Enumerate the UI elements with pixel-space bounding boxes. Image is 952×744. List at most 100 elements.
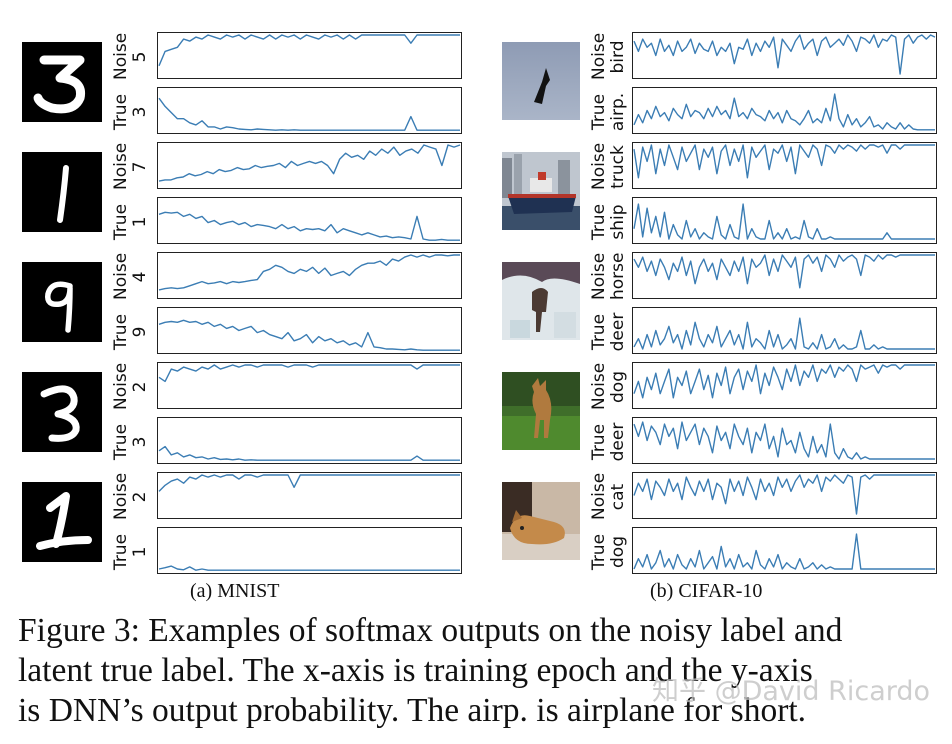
- softmax-plot: [632, 472, 937, 519]
- row-label-class: truck: [608, 145, 628, 189]
- softmax-plot: [632, 197, 937, 244]
- probability-line: [633, 317, 935, 350]
- cifar-deer-grass-image: [502, 372, 580, 450]
- softmax-plot: [157, 252, 462, 299]
- caption-line: latent true label. The x-axis is trainin…: [18, 652, 813, 689]
- softmax-plot-svg: [633, 34, 936, 75]
- softmax-plot: [157, 142, 462, 189]
- row-label-class: bird: [608, 40, 628, 74]
- row-label-class: 9: [130, 326, 150, 338]
- row-label-noise: Noise: [111, 472, 131, 520]
- mnist-digit-3-image: [22, 42, 102, 122]
- cifar-ship-image: [502, 152, 580, 230]
- row-label-class: 2: [130, 381, 150, 393]
- row-label-noise: Noise: [589, 472, 609, 520]
- softmax-plot: [632, 307, 937, 354]
- probability-line: [158, 445, 460, 461]
- row-label-class: dog: [608, 536, 628, 568]
- row-label-class: ship: [608, 204, 628, 240]
- softmax-plot: [157, 32, 462, 79]
- row-label-noise: Noise: [111, 142, 131, 190]
- softmax-plot-svg: [633, 474, 935, 515]
- softmax-plot: [157, 362, 462, 409]
- figure-caption: Figure 3: Examples of softmax outputs on…: [18, 611, 943, 731]
- mnist-digit-2-image: [22, 372, 102, 452]
- softmax-plot: [632, 252, 937, 299]
- softmax-plot-svg: [158, 364, 460, 383]
- softmax-plot-svg: [158, 565, 460, 571]
- row-label-true: True: [589, 203, 609, 241]
- probability-line: [158, 254, 460, 291]
- softmax-plot: [632, 527, 937, 574]
- probability-line: [158, 364, 460, 383]
- probability-line: [633, 93, 935, 131]
- row-label-true: True: [111, 93, 131, 131]
- softmax-plot-svg: [633, 144, 935, 179]
- mnist-digit-1b-image: [22, 482, 102, 562]
- row-label-class: 4: [130, 271, 150, 283]
- cifar-dog-image: [502, 482, 580, 560]
- softmax-plot-svg: [633, 203, 935, 240]
- row-label-class: cat: [608, 483, 628, 511]
- row-label-class: dog: [608, 371, 628, 403]
- row-label-noise: Noise: [589, 32, 609, 80]
- softmax-plot: [632, 32, 937, 79]
- softmax-plot-svg: [158, 144, 461, 182]
- row-label-class: 3: [130, 106, 150, 118]
- row-label-noise: Noise: [111, 252, 131, 300]
- row-label-class: 5: [130, 51, 150, 63]
- row-label-class: deer: [608, 312, 628, 352]
- row-label-true: True: [589, 533, 609, 571]
- subfigure-caption-a: (a) MNIST: [190, 580, 280, 602]
- softmax-plot-svg: [158, 445, 460, 461]
- row-label-true: True: [111, 423, 131, 461]
- probability-line: [633, 474, 935, 515]
- row-label-true: True: [111, 533, 131, 571]
- cifar-airplane-image: [502, 42, 580, 120]
- watermark: 知乎 @David Ricardo: [652, 676, 931, 707]
- softmax-plot-svg: [633, 254, 935, 289]
- probability-line: [158, 211, 460, 241]
- probability-line: [633, 254, 935, 289]
- row-label-class: airp.: [608, 92, 628, 132]
- probability-line: [158, 34, 460, 67]
- probability-line: [158, 97, 460, 131]
- mnist-digit-9-image: [22, 262, 102, 342]
- probability-line: [158, 144, 461, 182]
- subfigure-caption-b: (b) CIFAR-10: [650, 580, 763, 602]
- row-label-true: True: [111, 313, 131, 351]
- softmax-plot: [632, 362, 937, 409]
- softmax-plot-svg: [633, 421, 935, 460]
- softmax-plot-svg: [633, 364, 935, 399]
- row-label-class: 7: [130, 161, 150, 173]
- probability-line: [633, 421, 935, 460]
- softmax-plot-svg: [633, 317, 935, 350]
- row-label-class: horse: [608, 252, 628, 300]
- row-label-true: True: [589, 313, 609, 351]
- caption-line: Figure 3: Examples of softmax outputs on…: [18, 612, 843, 649]
- probability-line: [633, 203, 935, 240]
- softmax-plot: [157, 417, 462, 464]
- softmax-plot-svg: [633, 533, 935, 570]
- softmax-plot: [157, 197, 462, 244]
- probability-line: [158, 474, 460, 492]
- softmax-plot: [157, 472, 462, 519]
- probability-line: [158, 319, 460, 351]
- softmax-plot-svg: [158, 34, 460, 67]
- row-label-noise: Noise: [589, 252, 609, 300]
- softmax-plot-svg: [158, 97, 460, 131]
- row-label-true: True: [589, 423, 609, 461]
- row-label-noise: Noise: [111, 32, 131, 80]
- mnist-digit-1-image: [22, 152, 102, 232]
- row-label-class: 1: [130, 216, 150, 228]
- row-label-class: 1: [130, 546, 150, 558]
- softmax-plot-svg: [158, 211, 460, 241]
- softmax-plot: [632, 417, 937, 464]
- softmax-plot: [632, 142, 937, 189]
- row-label-noise: Noise: [111, 362, 131, 410]
- softmax-plot-svg: [158, 254, 460, 291]
- caption-line: is DNN’s output probability. The airp. i…: [18, 692, 807, 729]
- softmax-plot-svg: [633, 93, 935, 131]
- probability-line: [633, 533, 935, 570]
- softmax-plot: [632, 87, 937, 134]
